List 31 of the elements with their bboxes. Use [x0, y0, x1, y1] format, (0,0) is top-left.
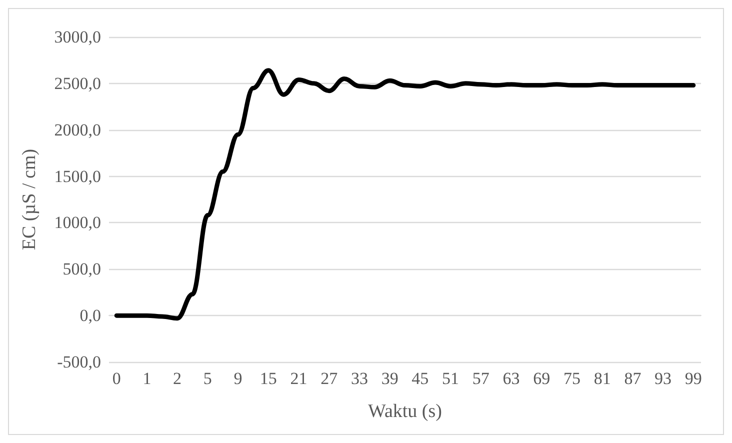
x-tick-label: 87 [624, 369, 642, 388]
x-tick-label: 15 [260, 369, 277, 388]
x-tick-label: 45 [412, 369, 429, 388]
y-tick-label: 2500,0 [54, 74, 101, 93]
y-tick-label: -500,0 [57, 352, 101, 372]
x-tick-label: 39 [381, 369, 398, 388]
x-axis-title: Waktu (s) [368, 401, 442, 422]
y-tick-label: 1000,0 [54, 213, 101, 232]
x-tick-label: 5 [203, 369, 212, 388]
x-tick-label: 0 [112, 369, 121, 388]
x-tick-label: 81 [594, 369, 611, 388]
x-tick-label: 57 [472, 369, 490, 388]
x-tick-label: 9 [234, 369, 242, 388]
y-tick-label: 0,0 [80, 306, 101, 326]
x-tick-label: 63 [502, 369, 520, 388]
y-tick-label: 1500,0 [54, 166, 101, 186]
y-tick-label: 2000,0 [54, 120, 101, 140]
y-axis-title: EC (µS / cm) [19, 148, 40, 250]
x-tick-label: 75 [563, 369, 580, 388]
x-tick-label: 27 [320, 369, 338, 388]
x-tick-label: 99 [684, 369, 702, 388]
line-series [114, 68, 696, 321]
x-tick-label: 33 [350, 369, 368, 388]
y-tick-label: 3000,0 [54, 28, 101, 46]
x-tick-label: 69 [533, 369, 550, 388]
y-tick-label: 500,0 [62, 260, 101, 279]
x-tick-label: 2 [173, 369, 182, 388]
x-tick-label: 21 [290, 369, 308, 388]
x-tick-label: 51 [442, 369, 460, 388]
x-tick-label: 93 [654, 369, 672, 388]
x-tick-label: 1 [142, 369, 152, 388]
